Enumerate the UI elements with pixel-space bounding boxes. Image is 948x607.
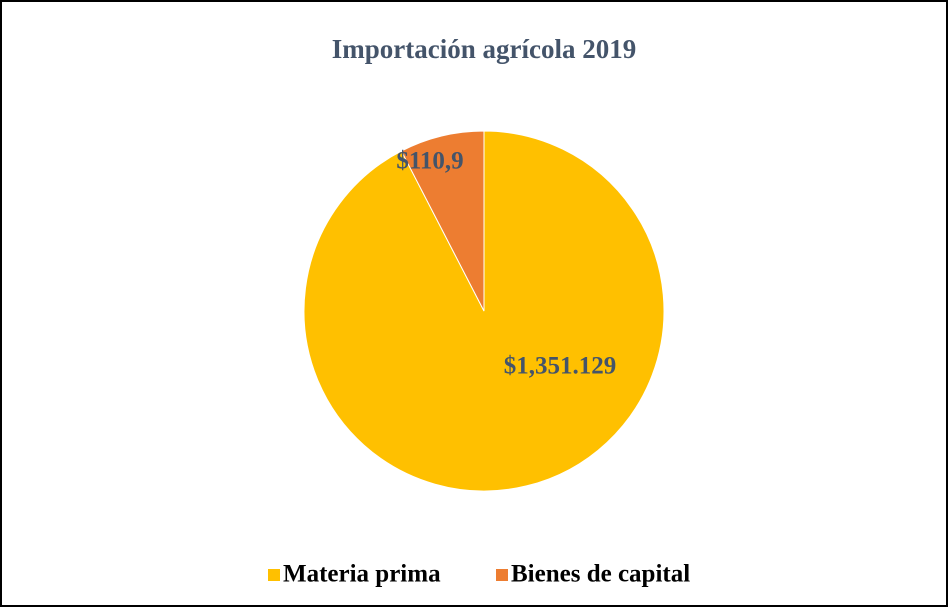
data-label: $110,9 — [396, 148, 463, 175]
data-label: $1,351.129 — [504, 353, 617, 380]
legend-swatch — [268, 569, 280, 581]
legend-swatch — [496, 569, 508, 581]
chart-title: Importación agrícola 2019 — [332, 34, 636, 64]
legend-label: Materia prima — [283, 561, 441, 588]
pie-slice — [400, 130, 485, 312]
legend-label: Bienes de capital — [511, 561, 690, 588]
